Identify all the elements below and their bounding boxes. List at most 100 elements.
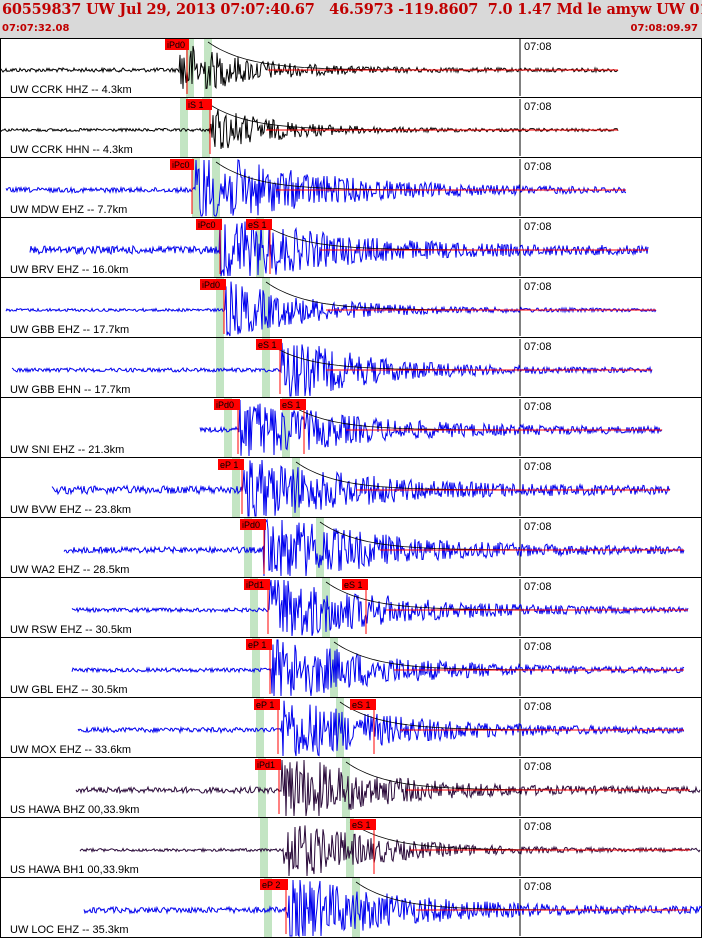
pick-label: eP 1 (256, 700, 274, 710)
pick-flag[interactable] (256, 339, 282, 350)
pick-flag[interactable] (244, 579, 270, 590)
station-label: UW BVW EHZ -- 23.8km (10, 504, 131, 516)
pick-label: eS 1 (352, 820, 371, 830)
pick-flag[interactable] (255, 759, 281, 770)
minute-tick-label: 07:08 (524, 761, 552, 773)
event-header: 60559837 UW Jul 29, 2013 07:07:40.67 46.… (0, 0, 702, 39)
pick-flag[interactable] (196, 219, 222, 230)
p-window-band (256, 698, 264, 758)
pick-flag[interactable] (246, 639, 272, 650)
s-window-band (212, 158, 220, 218)
minute-tick-label: 07:08 (524, 821, 552, 833)
event-title: 60559837 UW Jul 29, 2013 07:07:40.67 46.… (2, 1, 702, 18)
pick-flag[interactable] (214, 399, 240, 410)
pick-label: eS 1 (344, 580, 363, 590)
station-label: UW CCRK HHZ -- 4.3km (10, 84, 132, 96)
pick-label: iPc0 (198, 220, 216, 230)
waveform-trace (0, 109, 619, 149)
station-label: UW GBB EHN -- 17.7km (10, 384, 130, 396)
minute-tick-label: 07:08 (524, 281, 552, 293)
pick-label: eS 1 (248, 220, 267, 230)
s-window-band (262, 338, 270, 398)
station-label: UW MOX EHZ -- 33.6km (10, 744, 131, 756)
minute-tick-label: 07:08 (524, 461, 552, 473)
pick-flag[interactable] (240, 519, 266, 530)
pick-label: iPd1 (257, 760, 275, 770)
s-window-band (202, 98, 210, 158)
station-label: UW CCRK HHN -- 4.3km (10, 144, 133, 156)
p-window-band (244, 518, 252, 578)
pick-label: eS 1 (352, 700, 371, 710)
waveform-trace (83, 879, 702, 938)
waveform-trace (79, 825, 701, 877)
minute-tick-label: 07:08 (524, 161, 552, 173)
pick-flag[interactable] (254, 699, 280, 710)
p-window-band (264, 878, 272, 938)
pick-label: iPd0 (167, 40, 185, 50)
minute-tick-label: 07:08 (524, 401, 552, 413)
p-window-band (232, 458, 240, 518)
waveform-trace (199, 399, 663, 457)
pick-label: eP 1 (248, 640, 266, 650)
p-window-band (180, 98, 188, 158)
p-window-band (192, 158, 200, 218)
pick-label: eP 1 (220, 460, 238, 470)
minute-tick-label: 07:08 (524, 221, 552, 233)
s-window-band (322, 578, 330, 638)
pick-label: eS 1 (282, 400, 301, 410)
pick-flag[interactable] (165, 39, 189, 50)
waveform-trace (51, 459, 671, 517)
station-label: UW RSW EHZ -- 30.5km (10, 624, 132, 636)
pick-label: eS 1 (258, 340, 277, 350)
station-label: UW LOC EHZ -- 35.3km (10, 924, 129, 936)
s-window-band (342, 758, 350, 818)
waveform-trace (75, 759, 701, 817)
window-end-time: 07:08:09.97 (630, 23, 698, 34)
p-window-band (258, 758, 266, 818)
station-label: US HAWA BH1 00,33.9km (10, 864, 139, 876)
pick-flag[interactable] (260, 879, 288, 890)
pick-flag[interactable] (342, 579, 368, 590)
pick-flag[interactable] (350, 699, 376, 710)
station-label: UW SNI EHZ -- 21.3km (10, 444, 124, 456)
p-window-band (216, 338, 224, 398)
pick-flag[interactable] (218, 459, 244, 470)
minute-tick-label: 07:08 (524, 41, 552, 53)
pick-flag[interactable] (170, 159, 194, 170)
pick-flag[interactable] (246, 219, 272, 230)
pick-flag[interactable] (280, 399, 306, 410)
s-window-band (316, 518, 324, 578)
pick-flag[interactable] (186, 99, 212, 110)
minute-tick-label: 07:08 (524, 581, 552, 593)
s-window-band (204, 38, 212, 98)
pick-label: iPc0 (172, 160, 190, 170)
s-window-band (346, 818, 354, 878)
station-label: UW GBB EHZ -- 17.7km (10, 324, 129, 336)
pick-label: iPd1 (246, 580, 264, 590)
pick-flag[interactable] (350, 819, 376, 830)
minute-tick-label: 07:08 (524, 101, 552, 113)
pick-flag[interactable] (200, 279, 226, 290)
station-label: UW WA2 EHZ -- 28.5km (10, 564, 129, 576)
s-window-band (262, 278, 270, 338)
p-window-band (252, 638, 260, 698)
pick-label: iPd0 (216, 400, 234, 410)
p-window-band (216, 278, 224, 338)
station-label: UW GBL EHZ -- 30.5km (10, 684, 128, 696)
p-window-band (260, 818, 268, 878)
station-label: UW MDW EHZ -- 7.7km (10, 204, 127, 216)
minute-tick-label: 07:08 (524, 521, 552, 533)
station-label: US HAWA BHZ 00,33.9km (10, 804, 139, 816)
p-window-band (214, 218, 222, 278)
p-window-band (224, 398, 232, 458)
s-window-band (282, 398, 290, 458)
p-window-band (250, 578, 258, 638)
pick-label: iPd0 (202, 280, 220, 290)
minute-tick-label: 07:08 (524, 881, 552, 893)
pick-label: eP 2 (262, 880, 280, 890)
minute-tick-label: 07:08 (524, 641, 552, 653)
waveform-trace (77, 700, 685, 757)
window-start-time: 07:07:32.08 (2, 23, 70, 34)
